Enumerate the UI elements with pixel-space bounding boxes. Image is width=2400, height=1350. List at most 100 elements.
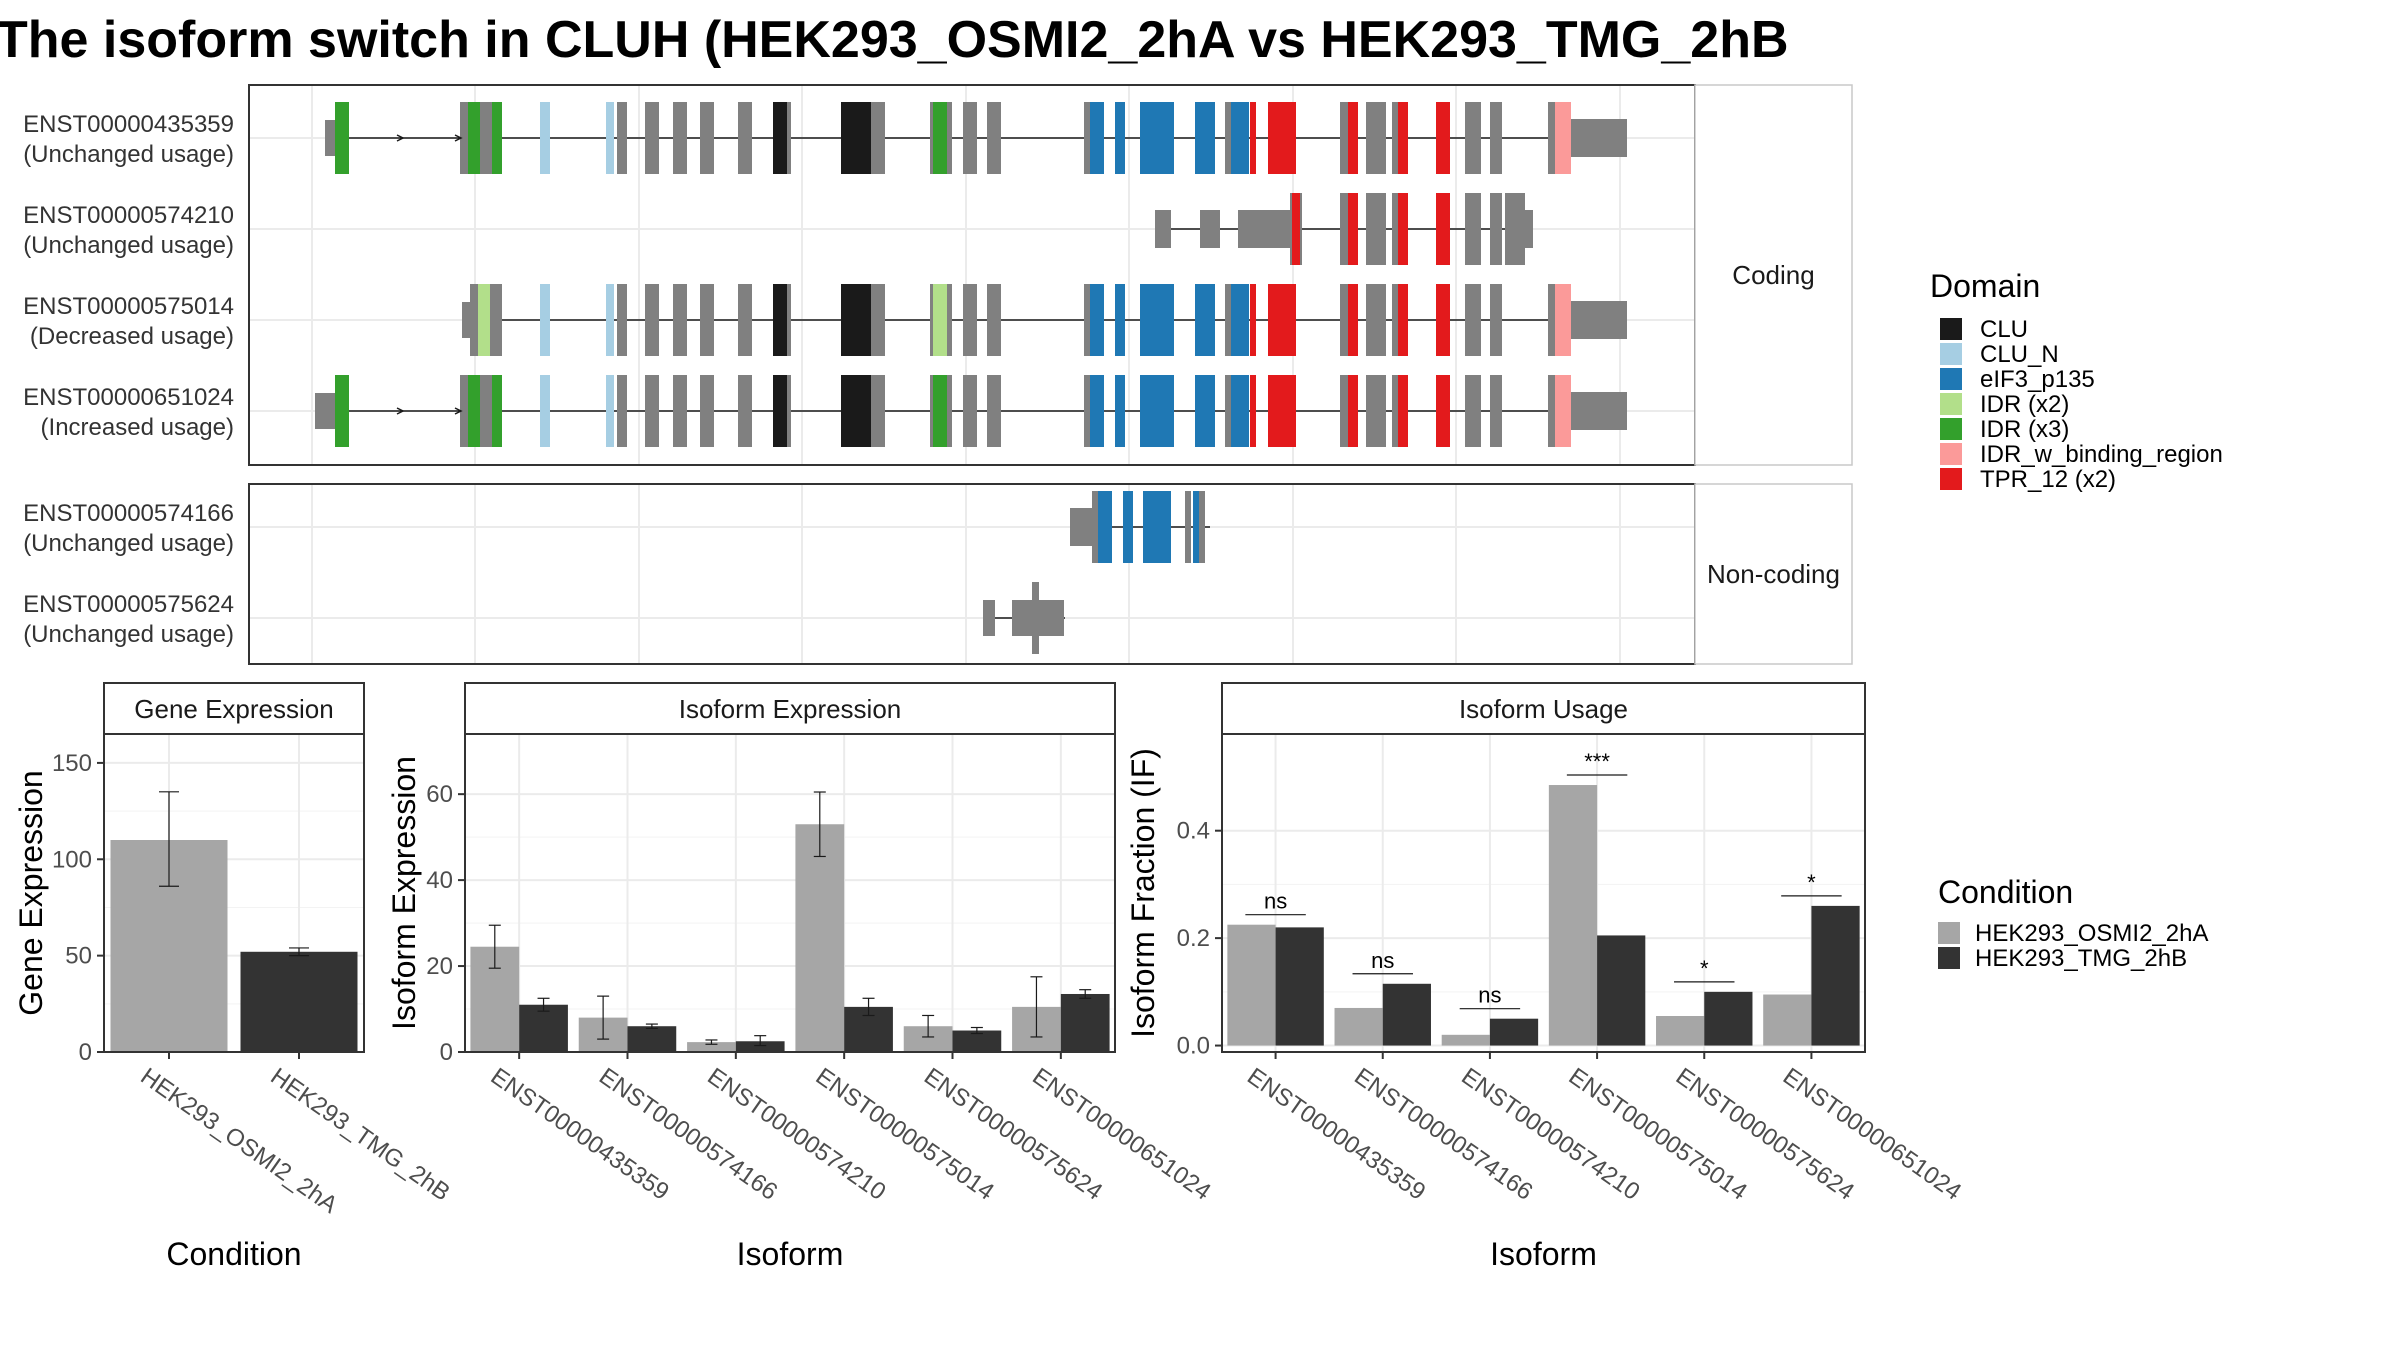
exon	[1340, 193, 1348, 265]
exon	[470, 284, 478, 356]
plot-border	[1221, 733, 1866, 1053]
domain-segment	[1436, 375, 1450, 447]
legend-item-label: IDR (x2)	[1980, 391, 2069, 418]
x-tick-label: ENST00000575624	[919, 1063, 1107, 1206]
exon	[460, 375, 468, 447]
facet-strip	[1694, 84, 1853, 466]
exon	[480, 102, 492, 174]
exon	[871, 102, 885, 174]
significance-label: ns	[1264, 889, 1287, 914]
domain-segment	[1140, 102, 1174, 174]
y-tick-label: 150	[52, 750, 92, 777]
facet-strip-label: Non-coding	[1707, 559, 1840, 589]
domain-segment	[1231, 102, 1249, 174]
domain-segment	[1398, 193, 1408, 265]
domain-segment	[773, 375, 787, 447]
panel-strip-title: Isoform Usage	[1459, 694, 1628, 724]
legend-swatch	[1940, 418, 1962, 440]
exon	[1084, 102, 1090, 174]
domain-segment	[1436, 102, 1450, 174]
exon	[700, 375, 714, 447]
figure-title: The isoform switch in CLUH (HEK293_OSMI2…	[0, 11, 1789, 69]
exon	[738, 102, 752, 174]
transcript-usage-label: (Decreased usage)	[30, 323, 234, 350]
domain-segment	[606, 284, 614, 356]
y-axis-title: Gene Expression	[13, 770, 49, 1015]
exon	[617, 102, 627, 174]
structure-facet-bg	[249, 484, 1695, 664]
domain-segment	[1143, 491, 1171, 563]
domain-segment	[1115, 102, 1125, 174]
exon	[1199, 491, 1205, 563]
exon	[738, 284, 752, 356]
exon	[1225, 284, 1231, 356]
transcript-usage-label: (Increased usage)	[41, 414, 234, 441]
exon	[1200, 210, 1220, 248]
exon	[1340, 375, 1348, 447]
exon	[1366, 284, 1386, 356]
transcript-usage-label: (Unchanged usage)	[23, 232, 234, 259]
exon	[645, 284, 659, 356]
legend-item-label: CLU_N	[1980, 341, 2059, 368]
exon	[871, 375, 885, 447]
domain-segment	[1115, 284, 1125, 356]
domain-segment	[1348, 284, 1358, 356]
legend-swatch	[1940, 318, 1962, 340]
domain-segment	[1195, 375, 1215, 447]
facet-strip	[1694, 483, 1853, 665]
domain-segment	[1115, 375, 1125, 447]
x-tick-label: ENST00000435359	[1242, 1063, 1430, 1206]
x-tick-label: ENST00000575014	[811, 1063, 999, 1206]
exon	[963, 284, 977, 356]
domain-segment	[1098, 491, 1112, 563]
domain-segment	[1348, 375, 1358, 447]
domain-segment	[335, 102, 349, 174]
bar	[1334, 1007, 1383, 1046]
domain-segment	[478, 284, 490, 356]
y-tick-label: 40	[426, 867, 453, 894]
panel-strip	[464, 682, 1116, 735]
exon	[673, 284, 687, 356]
strand-arrow	[396, 134, 405, 142]
exon	[1505, 193, 1525, 265]
strand-arrow	[454, 407, 463, 415]
domain-segment	[933, 375, 947, 447]
exon	[1392, 193, 1398, 265]
domain-segment	[841, 375, 871, 447]
y-tick-label: 20	[426, 953, 453, 980]
bar	[1441, 1034, 1490, 1046]
x-axis-title: Condition	[166, 1236, 301, 1272]
panel-strip	[103, 682, 365, 735]
legend-item-label: IDR_w_binding_region	[1980, 441, 2223, 468]
facet-strip-label: Coding	[1732, 260, 1814, 290]
legend-swatch	[1938, 947, 1960, 969]
exon	[1548, 102, 1555, 174]
plot-border	[464, 733, 1116, 1053]
exon	[645, 102, 659, 174]
exon	[1490, 375, 1502, 447]
isoform-usage-chart: Isoform Usagensnsns*****0.00.20.4ENST000…	[1125, 682, 1966, 1272]
bar	[1811, 905, 1860, 1046]
bar	[1656, 1016, 1705, 1046]
legend-swatch	[1940, 443, 1962, 465]
exon	[1548, 375, 1555, 447]
exon	[738, 375, 752, 447]
exon	[1340, 102, 1348, 174]
transcript-usage-label: (Unchanged usage)	[23, 141, 234, 168]
y-tick-label: 0.0	[1177, 1033, 1210, 1060]
y-tick-label: 0	[440, 1039, 453, 1066]
exon	[1392, 284, 1398, 356]
domain-segment	[1268, 284, 1296, 356]
strand-arrow	[396, 407, 405, 415]
legend-item-label: HEK293_TMG_2hB	[1975, 945, 2187, 972]
legend-item-label: CLU	[1980, 316, 2028, 343]
exon	[1465, 284, 1481, 356]
plot-area	[465, 734, 1115, 1052]
domain-segment	[1250, 375, 1256, 447]
transcript-usage-label: (Unchanged usage)	[23, 530, 234, 557]
significance-label: ***	[1584, 749, 1610, 774]
x-tick-label: ENST00000575624	[1671, 1063, 1859, 1206]
